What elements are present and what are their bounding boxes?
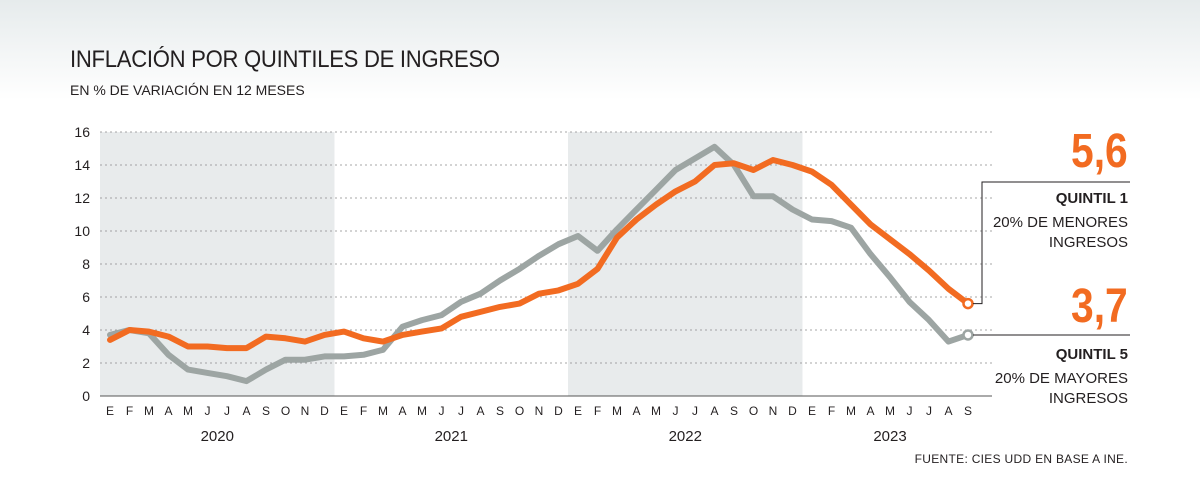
series-lines [107, 143, 974, 385]
year-label: 2021 [435, 428, 468, 445]
x-tick-label: A [476, 404, 484, 418]
callout-lines [973, 181, 1130, 336]
x-tick-label: N [535, 404, 544, 418]
x-tick-label: E [340, 404, 348, 418]
y-tick-label: 16 [74, 124, 90, 140]
x-tick-label: M [378, 404, 388, 418]
x-tick-label: J [205, 404, 211, 418]
x-tick-label: O [515, 404, 524, 418]
x-tick-label: J [458, 404, 464, 418]
x-tick-label: S [730, 404, 738, 418]
x-tick-label: E [808, 404, 816, 418]
q5-desc-1: 20% DE MAYORES [994, 370, 1128, 387]
y-tick-label: 0 [82, 388, 90, 404]
x-tick-label: M [885, 404, 895, 418]
x-tick-label: J [224, 404, 230, 418]
x-tick-label: E [106, 404, 114, 418]
x-tick-label: J [673, 404, 679, 418]
x-tick-label: A [398, 404, 406, 418]
x-tick-label: D [788, 404, 797, 418]
x-tick-label: O [281, 404, 290, 418]
x-tick-label: S [496, 404, 504, 418]
series-line-quintil-5 [107, 143, 971, 385]
x-tick-label: M [612, 404, 622, 418]
gridlines [100, 131, 992, 397]
header-band [0, 0, 1200, 100]
year-label: 2020 [201, 428, 234, 445]
x-tick-label: E [574, 404, 582, 418]
x-tick-label: F [594, 404, 601, 418]
q5-desc-2: INGRESOS [1048, 390, 1128, 407]
x-tick-label: F [126, 404, 133, 418]
chart-title: INFLACIÓN POR QUINTILES DE INGRESO [70, 46, 500, 73]
x-tick-label: D [320, 404, 329, 418]
x-tick-label: N [301, 404, 310, 418]
y-tick-label: 8 [82, 256, 90, 272]
x-tick-label: M [144, 404, 154, 418]
x-tick-label: N [769, 404, 778, 418]
x-tick-label: J [439, 404, 445, 418]
x-tick-label: J [926, 404, 932, 418]
q5-title: QUINTIL 5 [1055, 346, 1128, 363]
x-tick-label: F [360, 404, 367, 418]
series-line-quintil-1 [107, 157, 971, 352]
source-note: FUENTE: CIES UDD EN BASE A INE. [914, 452, 1128, 466]
q1-callout-line [973, 181, 1130, 305]
q5-value: 3,7 [1071, 280, 1128, 333]
x-tick-label: F [828, 404, 835, 418]
x-tick-label: J [907, 404, 913, 418]
x-tick-label: M [417, 404, 427, 418]
y-tick-label: 14 [74, 157, 90, 173]
y-tick-label: 4 [82, 322, 90, 338]
year-label: 2022 [669, 428, 702, 445]
y-tick-label: 10 [74, 223, 90, 239]
q1-desc-2: INGRESOS [1048, 234, 1128, 251]
x-tick-label: J [692, 404, 698, 418]
end-point-marker [962, 297, 974, 310]
y-tick-label: 2 [82, 355, 90, 371]
x-tick-label: A [164, 404, 172, 418]
x-tick-label: A [866, 404, 874, 418]
y-tick-label: 6 [82, 289, 90, 305]
x-tick-label: A [710, 404, 718, 418]
x-tick-label: S [262, 404, 270, 418]
x-tick-label: A [632, 404, 640, 418]
chart-subtitle: EN % DE VARIACIÓN EN 12 MESES [70, 82, 305, 98]
y-axis: 0 2 4 6 8 10 12 14 16 [74, 124, 90, 404]
x-tick-label: S [964, 404, 972, 418]
x-tick-label: M [846, 404, 856, 418]
q1-title: QUINTIL 1 [1055, 190, 1128, 207]
x-tick-label: D [554, 404, 563, 418]
end-point-marker [962, 329, 974, 341]
x-tick-label: A [944, 404, 952, 418]
y-tick-label: 12 [74, 190, 90, 206]
q1-desc-1: 20% DE MENORES [992, 214, 1128, 231]
x-tick-label: A [242, 404, 250, 418]
q1-value: 5,6 [1071, 125, 1128, 178]
x-tick-label: O [749, 404, 758, 418]
x-tick-label: M [183, 404, 193, 418]
x-tick-label: M [651, 404, 661, 418]
year-label: 2023 [873, 428, 906, 445]
